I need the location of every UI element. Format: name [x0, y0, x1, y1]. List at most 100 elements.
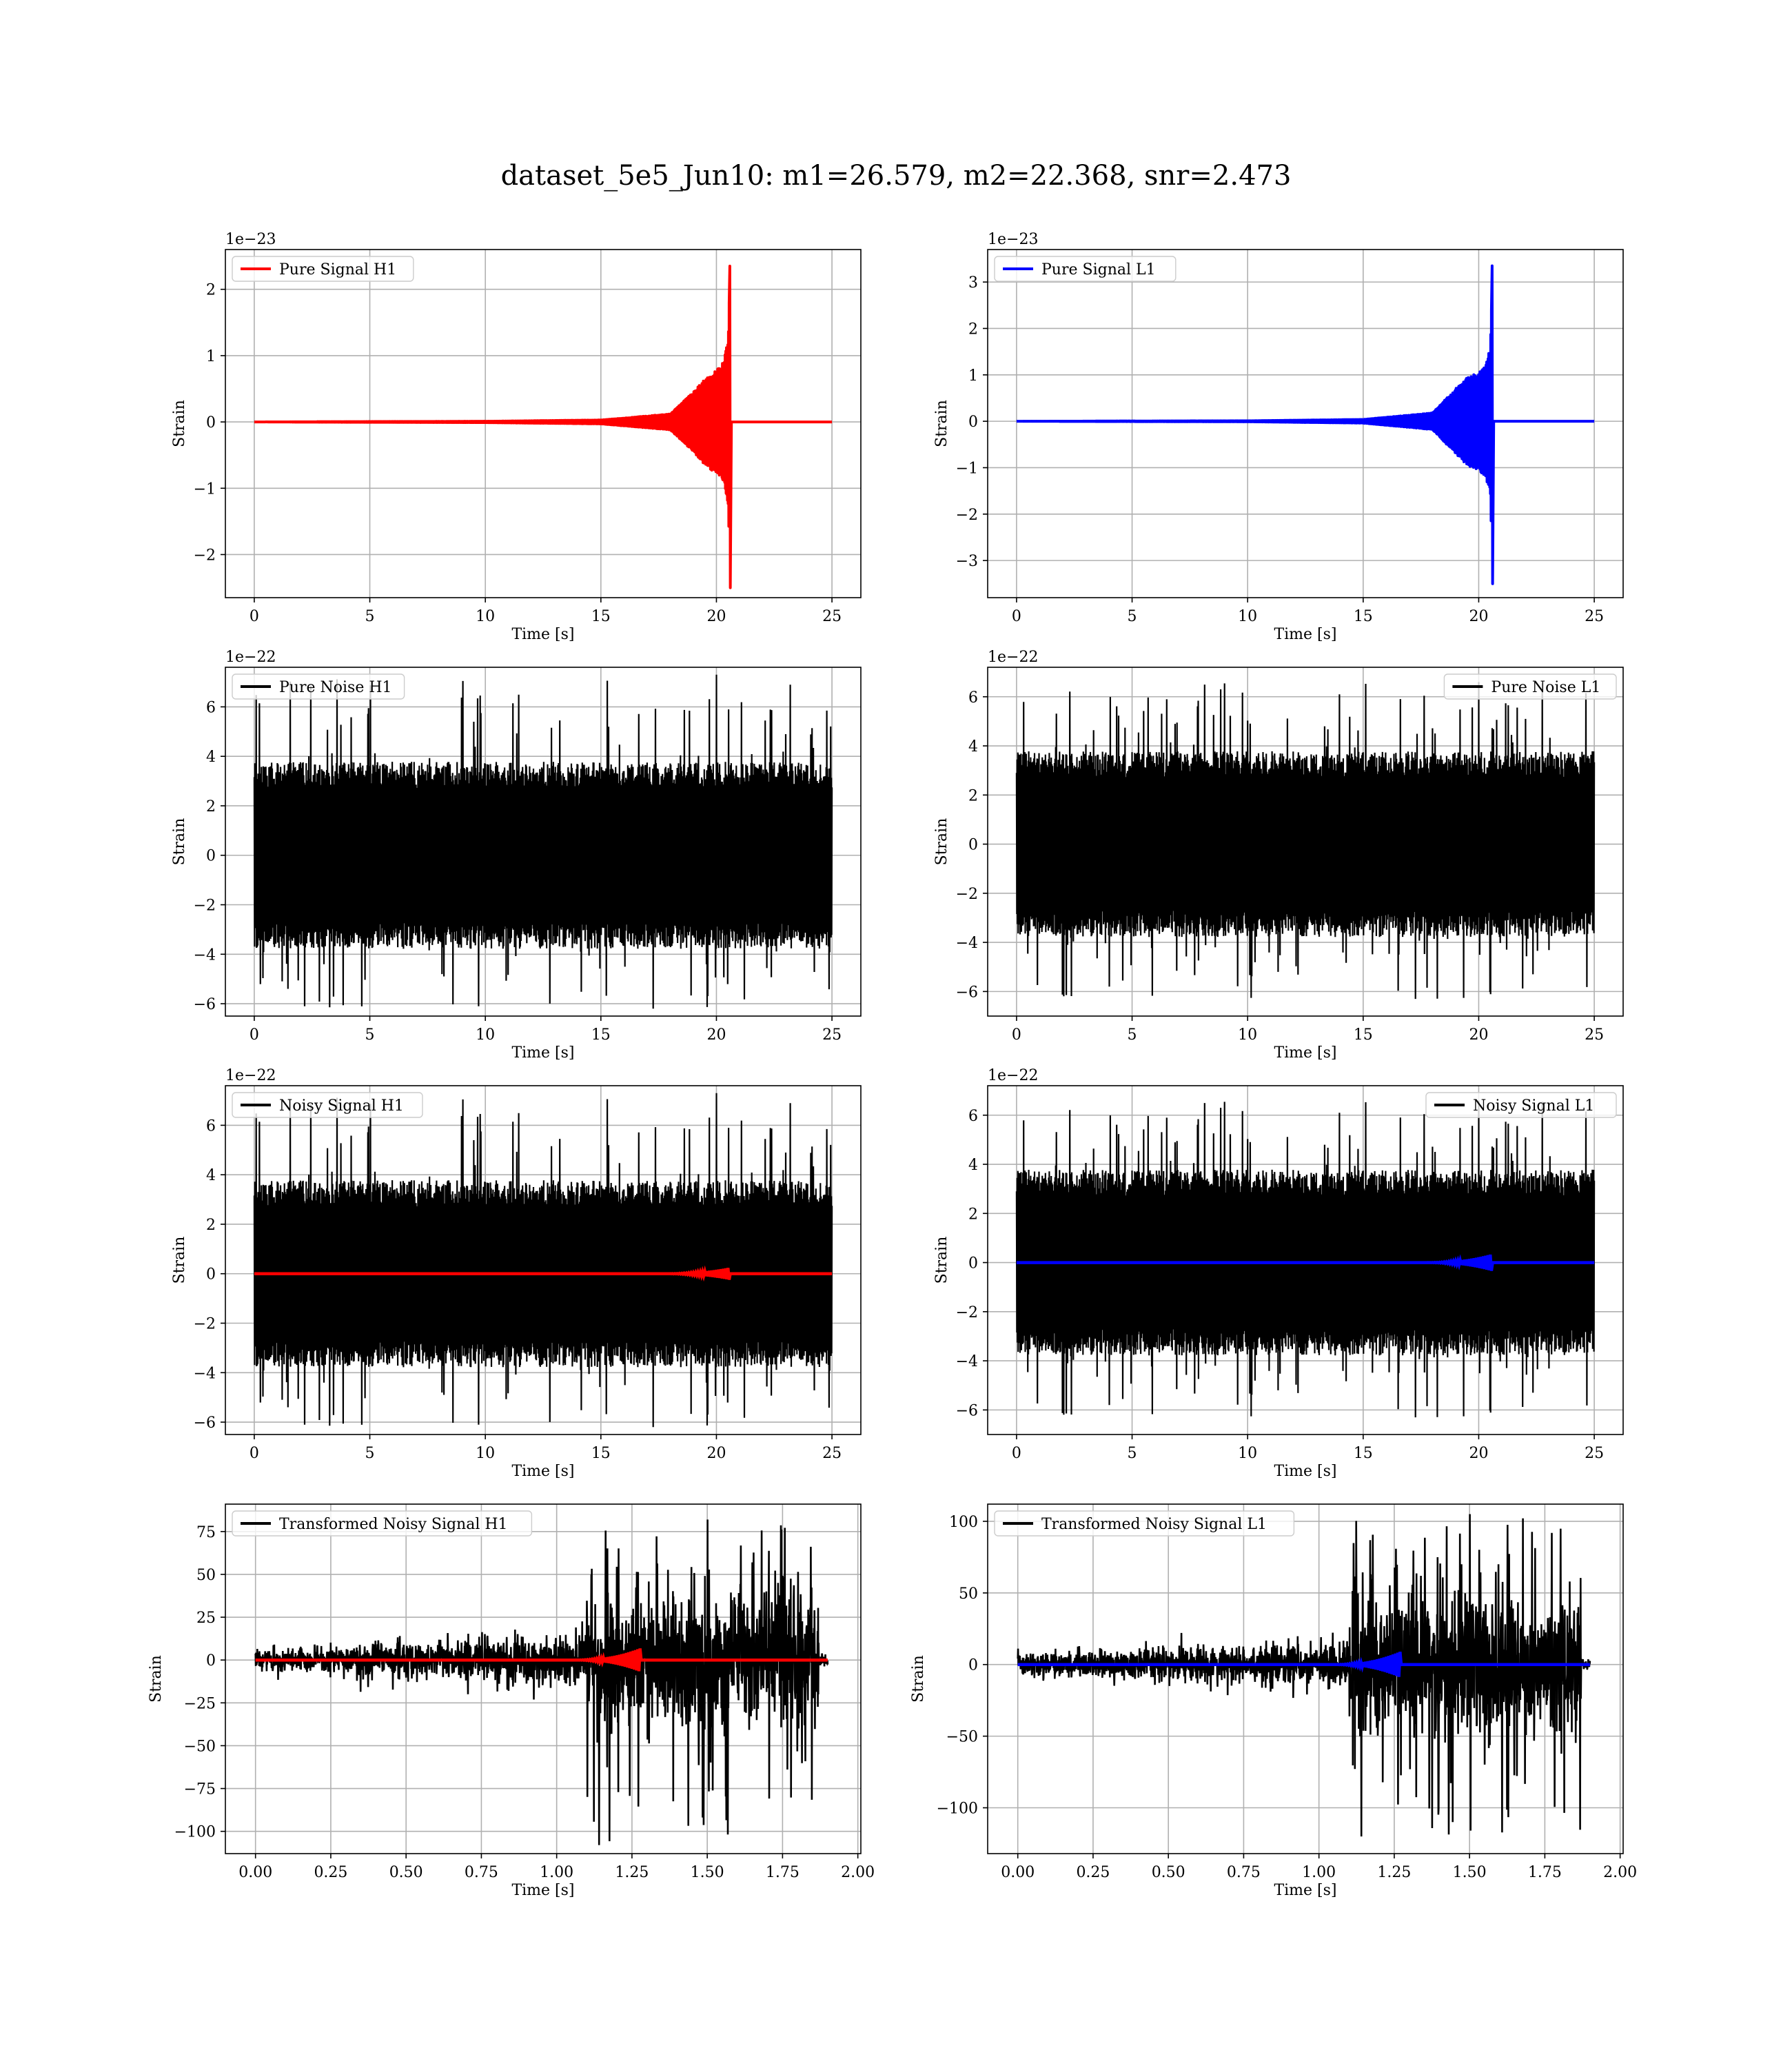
y-offset-label: 1e−23	[988, 231, 1038, 248]
x-ticks: 0 5 10 15 20 25	[250, 1435, 842, 1462]
legend-box	[1425, 1092, 1617, 1118]
y-tick-label: 2	[968, 321, 978, 338]
y-tick-label: −100	[174, 1824, 216, 1841]
y-ticks: −3 −2 −1 0 1 2 3	[956, 274, 988, 570]
y-tick-label: 6	[206, 1117, 216, 1135]
legend-label: Transformed Noisy Signal H1	[279, 1516, 508, 1533]
legend-label: Transformed Noisy Signal L1	[1041, 1516, 1267, 1533]
legend-box	[1443, 673, 1617, 700]
x-tick-label: 15	[1354, 1445, 1373, 1462]
panel-l1-transformed: 0.00 0.25 0.50 0.75 1.00 1.25 1.50 1.75 2.00 −100…	[910, 1503, 1637, 1899]
y-tick-label: −100	[937, 1801, 978, 1818]
x-tick-label: 0	[250, 608, 259, 625]
plot-area	[1015, 1100, 1596, 1418]
panel-h1-transformed: 0.00 0.25 0.50 0.75 1.00 1.25 1.50 1.75 2.00 −100…	[147, 1503, 875, 1899]
y-tick-label: 100	[949, 1514, 978, 1531]
legend-label: Noisy Signal L1	[1473, 1097, 1594, 1115]
x-tick-label: 0.50	[389, 1864, 423, 1881]
legend: Noisy Signal L1	[1425, 1092, 1617, 1118]
x-tick-label: 10	[476, 1026, 495, 1044]
y-tick-label: −2	[956, 507, 978, 524]
x-tick-label: 20	[706, 1026, 726, 1044]
y-tick-label: −6	[956, 1402, 978, 1419]
y-tick-label: 2	[206, 798, 216, 815]
y-ticks: −100 −75 −50 −25 0 25 50 75	[174, 1524, 225, 1841]
y-axis-label: Strain	[933, 1237, 950, 1284]
y-tick-label: −25	[184, 1695, 216, 1712]
x-tick-label: 25	[822, 608, 842, 625]
y-tick-label: 0	[968, 1657, 978, 1674]
y-tick-label: −6	[956, 984, 978, 1001]
y-tick-label: 6	[968, 689, 978, 707]
x-tick-label: 20	[706, 1445, 726, 1462]
x-tick-label: 1.25	[1377, 1864, 1411, 1881]
x-tick-label: 10	[1238, 1445, 1257, 1462]
panel-h1-pure-noise: 0 5 10 15 20 25 −6 −4 −2 0 2 4 6 Time [s] Strain 1e−22P…	[171, 649, 862, 1062]
series-overlay-chirp	[1017, 1651, 1590, 1677]
y-tick-label: −4	[956, 935, 978, 952]
y-tick-label: 0	[968, 414, 978, 431]
axes-frame	[225, 667, 862, 1017]
series-noisy-signal-l1	[1015, 1100, 1596, 1418]
x-tick-label: 5	[1128, 1026, 1137, 1044]
x-tick-label: 15	[1354, 1026, 1373, 1044]
y-tick-label: −1	[194, 480, 216, 498]
y-axis-label: Strain	[171, 1237, 188, 1284]
y-offset-label: 1e−22	[988, 1067, 1038, 1084]
x-ticks: 0.00 0.25 0.50 0.75 1.00 1.25 1.50 1.75 2.00	[1001, 1854, 1637, 1881]
y-tick-label: −2	[956, 886, 978, 903]
legend-label: Pure Noise L1	[1491, 679, 1600, 696]
x-tick-label: 5	[365, 608, 375, 625]
legend-box	[994, 256, 1177, 282]
y-ticks: −6 −4 −2 0 2 4 6	[956, 689, 988, 1001]
legend-box	[994, 1510, 1295, 1537]
x-tick-label: 20	[1469, 608, 1488, 625]
x-tick-label: 25	[822, 1445, 842, 1462]
plot-area	[254, 1519, 829, 1845]
x-tick-label: 20	[1469, 1026, 1488, 1044]
y-axis-label: Strain	[147, 1655, 165, 1703]
x-tick-label: 1.00	[1302, 1864, 1336, 1881]
y-tick-label: 1	[968, 367, 978, 385]
plot-area	[253, 1093, 833, 1428]
plot-area	[1015, 682, 1596, 1000]
y-tick-label: −4	[194, 1365, 216, 1382]
x-axis-label: Time [s]	[511, 1044, 574, 1062]
axes-frame	[987, 1085, 1624, 1435]
x-tick-label: 0.75	[465, 1864, 498, 1881]
axes-frame	[987, 1503, 1624, 1854]
y-tick-label: 0	[206, 1266, 216, 1284]
legend-box	[232, 1092, 423, 1118]
panel-h1-noisy-signal: 0 5 10 15 20 25 −6 −4 −2 0 2 4 6 Time [s] Strain 1e−22N…	[171, 1067, 862, 1480]
x-tick-label: 0.25	[1076, 1864, 1110, 1881]
series-overlay-chirp	[255, 1648, 828, 1672]
y-axis-label: Strain	[910, 1655, 927, 1703]
x-tick-label: 5	[365, 1026, 375, 1044]
y-axis-label: Strain	[171, 400, 188, 447]
y-tick-label: 3	[968, 274, 978, 292]
x-tick-label: 0.75	[1227, 1864, 1261, 1881]
x-axis-label: Time [s]	[511, 1463, 574, 1480]
x-axis-label: Time [s]	[511, 626, 574, 643]
x-ticks: 0.00 0.25 0.50 0.75 1.00 1.25 1.50 1.75 2.00	[238, 1854, 875, 1881]
legend-label: Pure Signal H1	[279, 261, 396, 278]
x-tick-label: 0.25	[314, 1864, 347, 1881]
series-overlay-chirp	[1016, 1254, 1595, 1271]
x-tick-label: 0	[1012, 1445, 1021, 1462]
x-tick-label: 15	[591, 608, 611, 625]
y-tick-label: 75	[196, 1524, 216, 1541]
x-ticks: 0 5 10 15 20 25	[250, 1016, 842, 1044]
panel-h1-pure-signal: 0 5 10 15 20 25 −2 −1 0 1 2 Time [s] Strain 1e−23Pure…	[171, 231, 862, 643]
x-tick-label: 25	[1585, 1026, 1604, 1044]
x-tick-label: 1.75	[1528, 1864, 1562, 1881]
x-ticks: 0 5 10 15 20 25	[250, 598, 842, 625]
y-tick-label: 50	[196, 1567, 216, 1584]
y-tick-label: 4	[968, 738, 978, 756]
x-ticks: 0 5 10 15 20 25	[1012, 598, 1604, 625]
y-tick-label: 0	[206, 1652, 216, 1670]
axes-frame	[225, 1085, 862, 1435]
x-tick-label: 0	[1012, 608, 1021, 625]
y-tick-label: −2	[194, 898, 216, 915]
y-ticks: −2 −1 0 1 2	[194, 282, 225, 564]
legend-label: Pure Signal L1	[1041, 261, 1156, 278]
